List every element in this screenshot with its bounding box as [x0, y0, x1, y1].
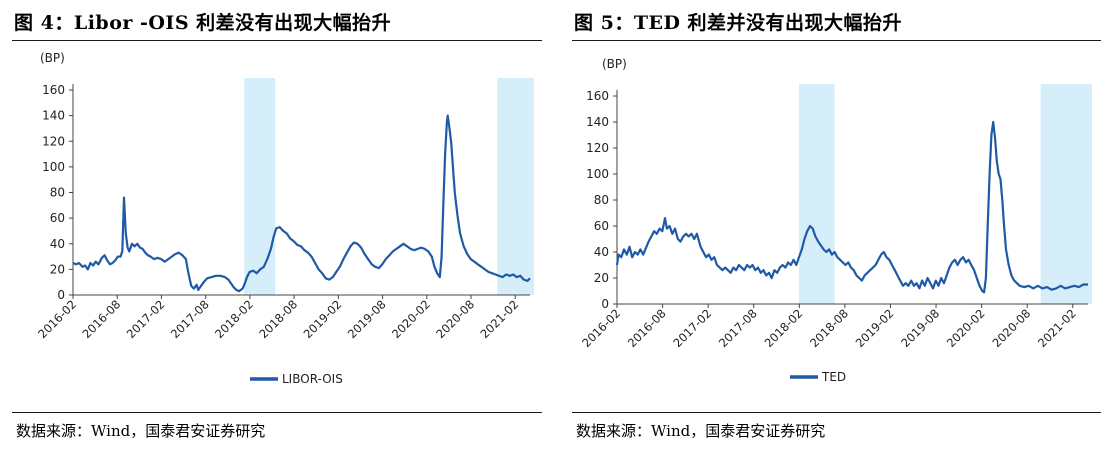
data-source-note: 数据来源：Wind，国泰君安证券研究	[16, 422, 266, 440]
y-tick-label: 0	[57, 288, 65, 302]
y-tick-label: 80	[50, 186, 65, 200]
legend-label: TED	[821, 370, 846, 384]
x-tick-label: 2019-02	[301, 297, 345, 341]
y-unit-label: (BP)	[40, 51, 65, 65]
y-tick-label: 20	[50, 262, 65, 276]
x-tick-label: 2021-02	[1035, 306, 1079, 350]
x-tick-label: 2020-08	[989, 306, 1033, 350]
y-tick-label: 20	[594, 271, 609, 285]
series-line-libor-ois	[72, 114, 531, 293]
x-tick-label: 2021-02	[477, 297, 521, 341]
y-tick-label: 100	[586, 167, 609, 181]
x-tick-label: 2018-08	[256, 297, 300, 341]
x-tick-label: 2020-02	[944, 306, 988, 350]
y-tick-label: 0	[601, 297, 609, 311]
y-tick-label: 60	[594, 219, 609, 233]
highlight-band	[497, 78, 534, 295]
x-tick-label: 2018-08	[807, 306, 851, 350]
x-tick-label: 2020-08	[433, 297, 477, 341]
x-tick-label: 2017-08	[168, 297, 212, 341]
x-tick-label: 2019-08	[345, 297, 389, 341]
y-tick-label: 60	[50, 211, 65, 225]
y-tick-label: 160	[586, 89, 609, 103]
y-tick-label: 120	[42, 134, 65, 148]
x-tick-label: 2019-02	[853, 306, 897, 350]
data-source-note: 数据来源：Wind，国泰君安证券研究	[576, 422, 826, 440]
y-tick-label: 80	[594, 193, 609, 207]
highlight-band	[799, 84, 835, 304]
x-tick-label: 2020-02	[389, 297, 433, 341]
title-divider	[572, 40, 1101, 41]
y-tick-label: 40	[594, 245, 609, 259]
title-divider	[12, 40, 542, 41]
x-tick-label: 2017-02	[670, 306, 714, 350]
figure-title: 图 4：Libor -OIS 利差没有出现大幅抬升	[14, 12, 392, 34]
source-divider	[12, 412, 542, 413]
source-divider	[572, 412, 1101, 413]
figure-title: 图 5：TED 利差并没有出现大幅抬升	[574, 12, 903, 34]
x-tick-label: 2018-02	[212, 297, 256, 341]
x-tick-label: 2016-02	[35, 297, 79, 341]
x-tick-label: 2016-08	[79, 297, 123, 341]
x-tick-label: 2019-08	[898, 306, 942, 350]
legend-label: LIBOR-OIS	[282, 372, 343, 386]
y-tick-label: 100	[42, 160, 65, 174]
x-tick-label: 2016-02	[579, 306, 623, 350]
y-tick-label: 120	[586, 141, 609, 155]
highlight-band	[1040, 84, 1092, 304]
figure-4-panel: 图 4：Libor -OIS 利差没有出现大幅抬升 (BP) 0 20 40 60 80 1…	[0, 0, 548, 458]
series-line-ted	[615, 120, 1088, 294]
y-tick-label: 160	[42, 83, 65, 97]
y-tick-label: 40	[50, 237, 65, 251]
x-tick-label: 2017-02	[124, 297, 168, 341]
x-tick-label: 2017-08	[716, 306, 760, 350]
highlight-band	[244, 78, 276, 295]
figure-5-panel: 图 5：TED 利差并没有出现大幅抬升 (BP) 0 20 40 60 80 100 120 1…	[560, 0, 1107, 458]
x-tick-label: 2016-08	[625, 306, 669, 350]
x-tick-label: 2018-02	[762, 306, 806, 350]
y-tick-label: 140	[42, 109, 65, 123]
y-unit-label: (BP)	[602, 57, 627, 71]
y-tick-label: 140	[586, 115, 609, 129]
